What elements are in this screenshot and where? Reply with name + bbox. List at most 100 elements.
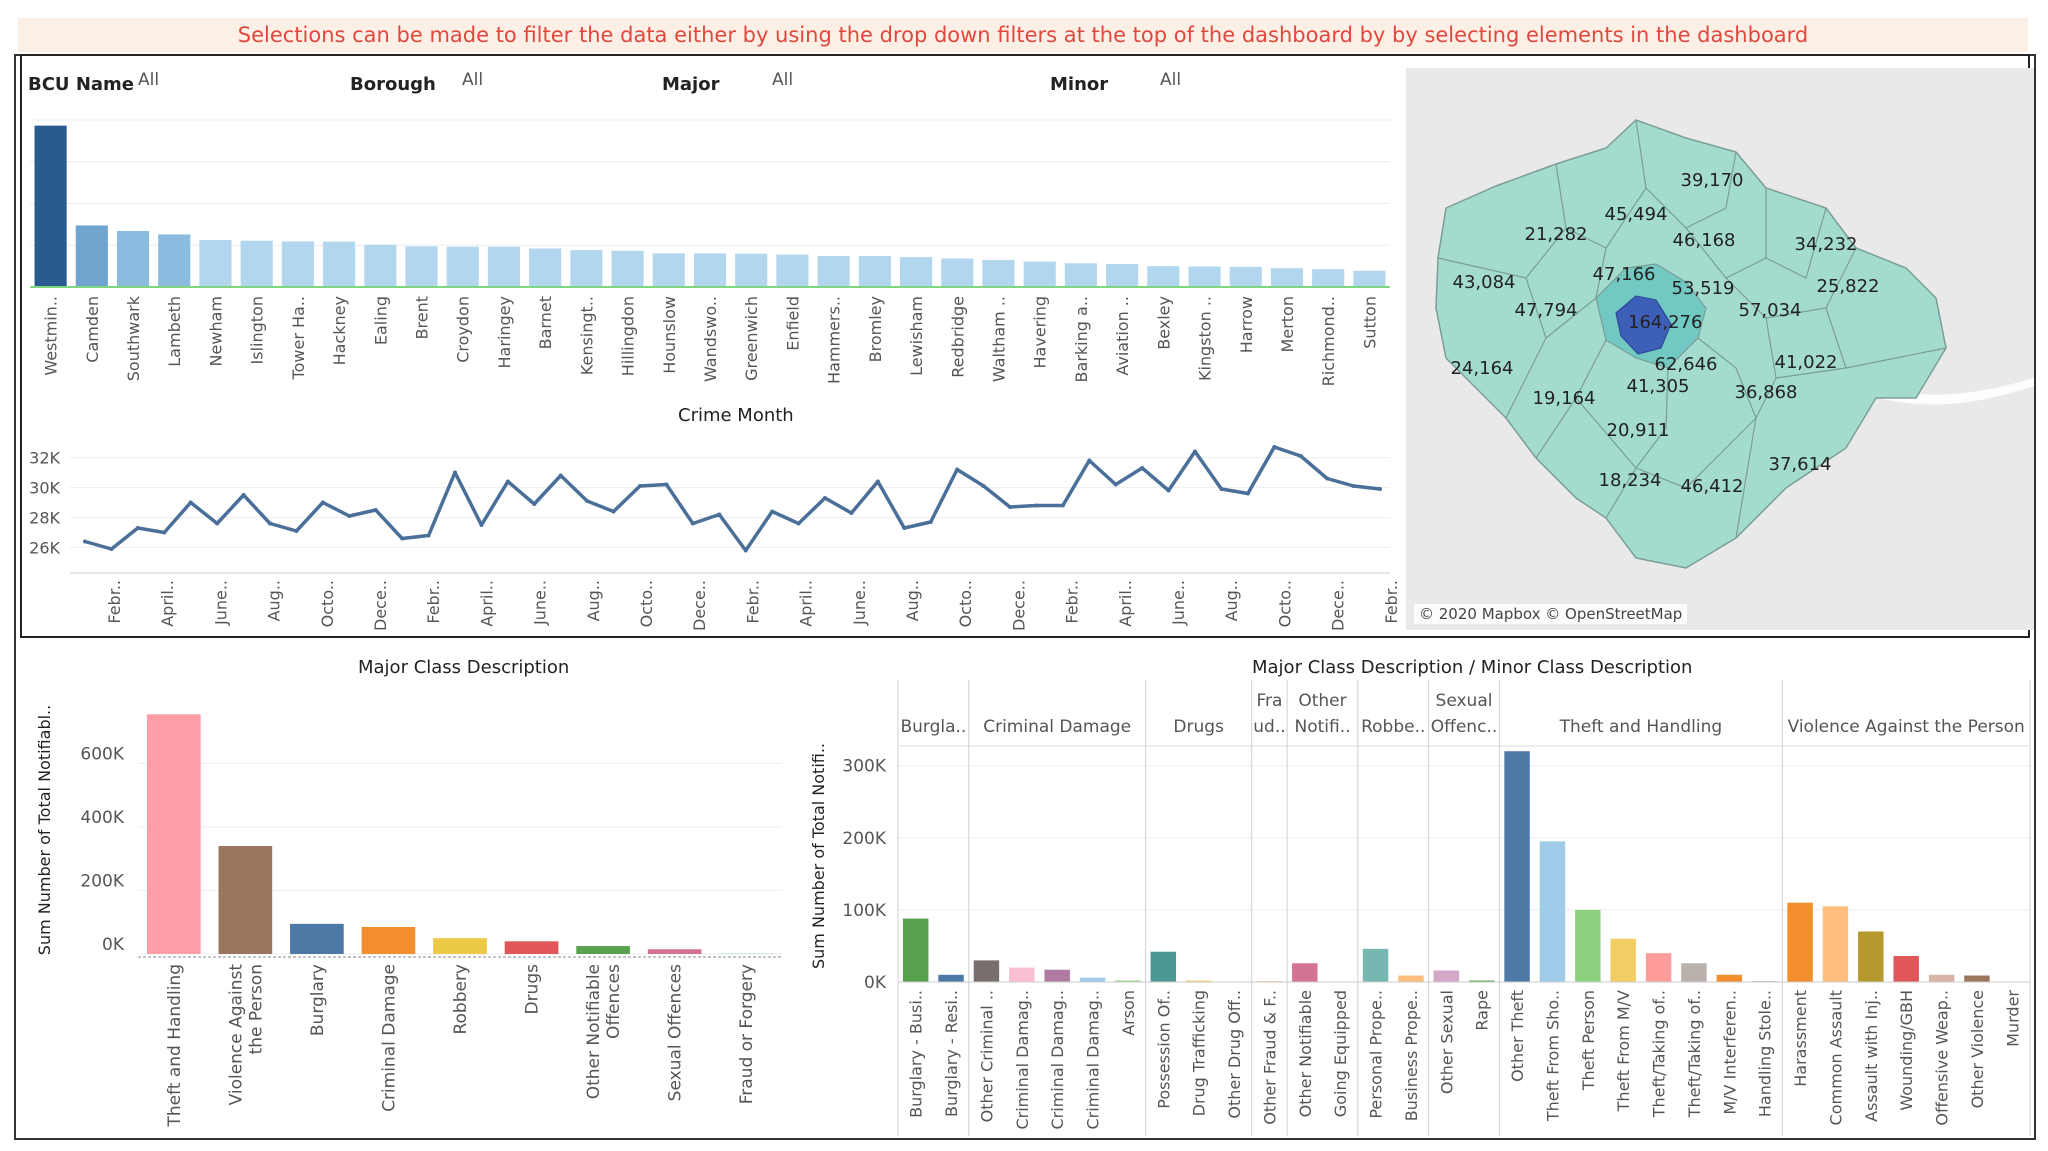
bar-minor-class[interactable] xyxy=(1468,980,1495,982)
group-label: Other xyxy=(1298,691,1346,711)
bar-borough[interactable] xyxy=(158,234,191,287)
bar-major-class[interactable] xyxy=(433,938,487,954)
bar-borough[interactable] xyxy=(982,259,1015,287)
bar-minor-class[interactable] xyxy=(1292,963,1318,982)
bar-major-class[interactable] xyxy=(361,927,416,954)
bar-borough[interactable] xyxy=(446,246,479,287)
bar-minor-class[interactable] xyxy=(1575,909,1601,982)
bar-minor-class[interactable] xyxy=(1928,974,1955,982)
filter-value[interactable]: All xyxy=(462,70,484,90)
bar-borough[interactable] xyxy=(1064,263,1097,287)
bar-major-class[interactable] xyxy=(146,714,201,954)
bar-major-class[interactable] xyxy=(576,946,630,954)
data-point xyxy=(268,521,272,526)
bar-minor-class[interactable] xyxy=(1185,980,1212,982)
bar-borough[interactable] xyxy=(1147,266,1180,287)
crime-month-line-chart[interactable]: 26K 28K 30K 32K Febr.. April.. June.. Aug.. Octo… xyxy=(0,430,1400,630)
bar-major-class[interactable] xyxy=(647,949,702,954)
bar-minor-class[interactable] xyxy=(1009,967,1035,982)
bar-minor-class[interactable] xyxy=(1079,977,1106,982)
bar-minor-class[interactable] xyxy=(1681,963,1707,982)
bar-borough[interactable] xyxy=(1188,266,1221,287)
bar-minor-class[interactable] xyxy=(938,974,964,982)
filter-bcu-name[interactable]: BCU Name All xyxy=(28,70,159,95)
bar-borough[interactable] xyxy=(735,253,768,287)
bar-minor-class[interactable] xyxy=(1115,980,1141,982)
bar-borough[interactable] xyxy=(776,254,809,287)
bar-borough[interactable] xyxy=(899,257,933,287)
bar-borough[interactable] xyxy=(34,125,67,287)
bar-borough[interactable] xyxy=(1229,266,1262,287)
bar-borough[interactable] xyxy=(1270,268,1304,287)
filter-value[interactable]: All xyxy=(772,70,794,90)
filter-value[interactable]: All xyxy=(138,70,160,90)
bar-borough[interactable] xyxy=(693,253,727,287)
x-tick-label: Other Theft xyxy=(1508,990,1527,1082)
filter-label: BCU Name xyxy=(28,74,134,95)
bar-minor-class[interactable] xyxy=(1822,906,1849,982)
borough-map[interactable]: © 2020 Mapbox © OpenStreetMap xyxy=(1406,68,2034,630)
map-svg[interactable] xyxy=(1406,68,2034,630)
bar-borough[interactable] xyxy=(364,244,397,287)
minor-class-bar-chart[interactable]: 0K 100K 200K 300K Sum Number of Total Notifi… xyxy=(800,676,2036,1138)
x-tick-label: Other Sexual xyxy=(1437,990,1456,1094)
bar-borough[interactable] xyxy=(323,241,356,287)
x-tick-label: Octo.. xyxy=(318,580,337,627)
bar-borough[interactable] xyxy=(116,230,150,287)
bar-borough[interactable] xyxy=(1312,269,1345,287)
westminster-region[interactable] xyxy=(1615,295,1672,355)
bar-major-class[interactable] xyxy=(290,923,344,954)
filter-major[interactable]: Major All xyxy=(662,70,793,95)
bar-major-class[interactable] xyxy=(218,846,273,954)
bar-minor-class[interactable] xyxy=(1610,938,1636,982)
filter-value[interactable]: All xyxy=(1160,70,1182,90)
filter-minor[interactable]: Minor All xyxy=(1050,70,1181,95)
bar-minor-class[interactable] xyxy=(1433,970,1460,982)
bar-borough[interactable] xyxy=(1023,261,1056,287)
x-tick-label: Febr.. xyxy=(1063,580,1082,624)
bar-major-class[interactable] xyxy=(504,941,559,954)
bar-borough[interactable] xyxy=(199,240,232,287)
bar-borough[interactable] xyxy=(652,253,685,287)
bar-borough[interactable] xyxy=(611,250,644,287)
x-tick-label: June.. xyxy=(211,580,230,626)
crime-trend-line xyxy=(84,445,1381,553)
bar-minor-class[interactable] xyxy=(1787,902,1813,982)
bar-minor-class[interactable] xyxy=(1964,975,1990,982)
data-point xyxy=(1193,449,1197,454)
bar-borough[interactable] xyxy=(1106,264,1139,287)
bar-minor-class[interactable] xyxy=(973,960,1000,982)
bar-borough[interactable] xyxy=(405,246,438,287)
data-point xyxy=(796,521,801,526)
data-point xyxy=(135,526,140,530)
bar-minor-class[interactable] xyxy=(1645,953,1672,982)
bar-minor-class[interactable] xyxy=(1504,751,1530,982)
bar-borough[interactable] xyxy=(487,246,521,287)
bar-borough[interactable] xyxy=(75,225,108,287)
bar-borough[interactable] xyxy=(941,258,974,287)
bar-borough[interactable] xyxy=(281,241,314,287)
bar-minor-class[interactable] xyxy=(1858,931,1884,982)
bar-borough[interactable] xyxy=(1353,270,1386,287)
bar-borough[interactable] xyxy=(529,248,562,287)
data-point xyxy=(294,529,299,533)
bar-borough[interactable] xyxy=(570,250,603,287)
bar-minor-class[interactable] xyxy=(1893,956,1919,982)
bar-minor-class[interactable] xyxy=(1362,948,1389,982)
filter-borough[interactable]: Borough All xyxy=(350,70,483,95)
bar-minor-class[interactable] xyxy=(1539,841,1566,982)
bar-borough[interactable] xyxy=(817,256,850,287)
data-point xyxy=(664,482,669,487)
bar-borough[interactable] xyxy=(240,240,273,287)
x-tick-label: Febr.. xyxy=(105,580,124,624)
tick-label-borough: Croydon xyxy=(454,296,473,363)
bar-minor-class[interactable] xyxy=(1044,969,1070,982)
bar-borough[interactable] xyxy=(858,256,891,287)
major-class-bar-chart[interactable]: 0K 200K 400K 600K Sum Number of Total Notifi… xyxy=(0,680,800,1140)
y-axis-title: Sum Number of Total Notifi.. xyxy=(809,743,828,969)
bar-minor-class[interactable] xyxy=(1398,975,1424,982)
bar-minor-class[interactable] xyxy=(902,918,929,982)
bar-minor-class[interactable] xyxy=(1150,951,1177,982)
borough-bar-chart[interactable]: Westmin.. Camden Southwark Lambeth Newham Isl… xyxy=(0,0,1400,400)
bar-minor-class[interactable] xyxy=(1716,974,1743,982)
